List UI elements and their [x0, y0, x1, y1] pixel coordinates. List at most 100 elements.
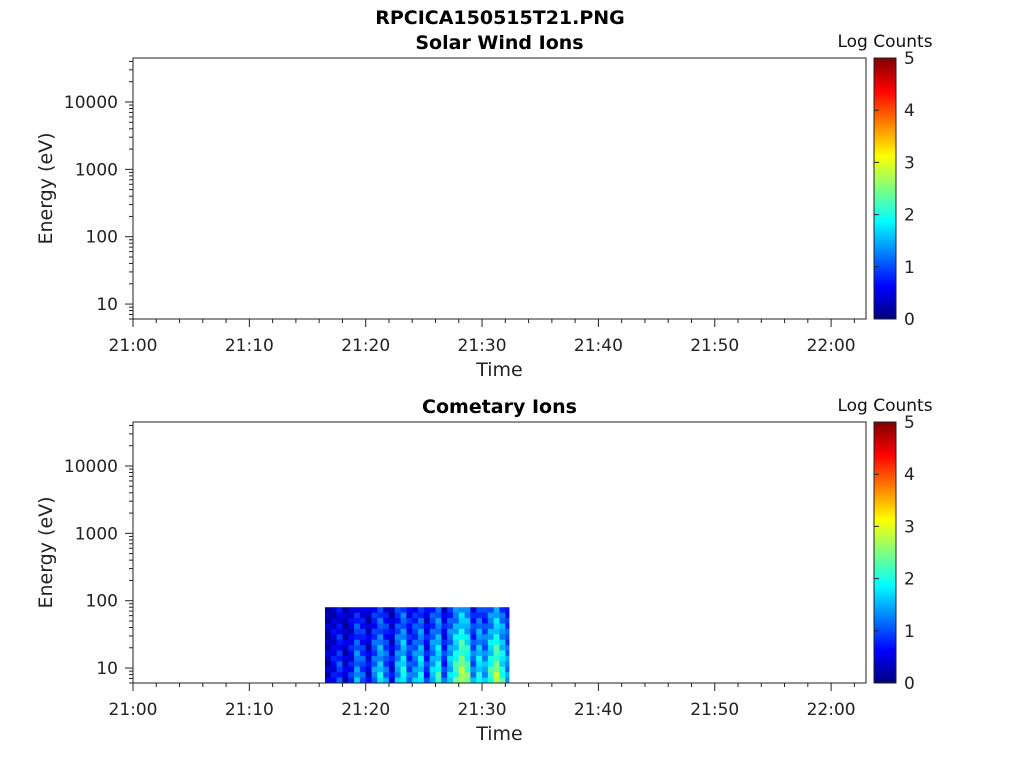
plot-frame [132, 57, 867, 320]
heatmap-cell [412, 628, 419, 635]
heatmap-cell [423, 672, 431, 679]
heatmap-cell [429, 623, 437, 630]
heatmap-cell [406, 612, 413, 619]
heatmap-cell [336, 628, 344, 635]
heatmap-cell [412, 645, 419, 652]
heatmap-cell [499, 628, 506, 635]
colorbar-tick-label: 1 [904, 622, 915, 642]
heatmap-cell [458, 677, 466, 683]
heatmap-cell [447, 639, 454, 646]
heatmap-cell [435, 634, 442, 641]
heatmap-cell [505, 628, 510, 635]
heatmap-cell [388, 661, 396, 668]
heatmap-cell [464, 612, 472, 619]
heatmap-cell [406, 650, 413, 657]
heatmap-cell [412, 623, 419, 630]
heatmap-cell [470, 623, 477, 630]
heatmap-cell [429, 672, 437, 679]
heatmap-cell [371, 607, 378, 614]
heatmap-cell [418, 650, 425, 657]
heatmap-cell [458, 645, 466, 652]
heatmap-cell [487, 612, 495, 619]
heatmap-cell [336, 666, 344, 673]
heatmap-cell [482, 623, 489, 630]
heatmap-cell [482, 650, 489, 657]
heatmap-cell [452, 628, 460, 635]
heatmap-cell [354, 639, 361, 646]
heatmap-cell [383, 607, 390, 614]
heatmap-cell [359, 628, 367, 635]
heatmap-cell [452, 655, 460, 662]
heatmap-cell [447, 634, 454, 641]
heatmap-cell [505, 661, 510, 668]
heatmap-cell [418, 666, 425, 673]
heatmap-cell [406, 623, 413, 630]
plot-frame [132, 421, 867, 684]
heatmap-cell [487, 661, 495, 668]
heatmap-cell [493, 672, 501, 679]
heatmap-cell [342, 655, 349, 662]
heatmap-cell [383, 661, 390, 668]
heatmap-cell [348, 607, 355, 614]
heatmap-cell [330, 628, 338, 635]
heatmap-cell [493, 645, 501, 652]
heatmap-cell [435, 645, 442, 652]
heatmap-cell [359, 672, 367, 679]
heatmap-cell [336, 672, 344, 679]
x-tick-label: 21:10 [225, 336, 274, 356]
colorbar-tick-label: 4 [904, 101, 915, 121]
heatmap-cell [452, 634, 460, 641]
colorbar-tick-label: 2 [904, 206, 915, 226]
heatmap-cell [429, 628, 437, 635]
heatmap-cell [394, 634, 402, 641]
heatmap-cell [365, 618, 373, 625]
heatmap-cell [400, 661, 408, 668]
heatmap-cell [505, 607, 510, 614]
heatmap-cell [470, 650, 477, 657]
heatmap-cell [400, 607, 408, 614]
heatmap-cell [324, 628, 332, 635]
heatmap-cell [354, 650, 361, 657]
heatmap-cell [464, 677, 472, 683]
heatmap-cell [447, 628, 454, 635]
heatmap-cell [377, 650, 384, 657]
heatmap-cell [435, 677, 442, 683]
heatmap-cell [412, 650, 419, 657]
heatmap-cell [499, 634, 506, 641]
heatmap-cell [435, 666, 442, 673]
heatmap-cell [342, 628, 349, 635]
heatmap-cell [447, 650, 454, 657]
heatmap-cell [458, 607, 466, 614]
heatmap-cell [371, 612, 378, 619]
heatmap-cell [429, 645, 437, 652]
heatmap-cell [394, 607, 402, 614]
colorbar-tick-label: 3 [904, 153, 915, 173]
heatmap-cell [330, 634, 338, 641]
heatmap-cell [365, 661, 373, 668]
heatmap-cell [348, 661, 355, 668]
heatmap-cell [394, 677, 402, 683]
heatmap-cell [493, 628, 501, 635]
heatmap-cell [470, 634, 477, 641]
heatmap-cell [371, 628, 378, 635]
x-tick-label: 21:30 [458, 700, 507, 720]
heatmap-cell [400, 666, 408, 673]
heatmap-cell [423, 639, 431, 646]
heatmap-cell [476, 639, 483, 646]
heatmap-cell [377, 645, 384, 652]
heatmap-cell [371, 623, 378, 630]
heatmap-cell [441, 677, 448, 683]
heatmap-cell [406, 634, 413, 641]
heatmap-cell [324, 634, 332, 641]
heatmap-cell [458, 650, 466, 657]
heatmap-cell [406, 666, 413, 673]
colorbar-tick-label: 5 [904, 49, 915, 69]
heatmap-cell [388, 655, 396, 662]
heatmap-cell [348, 666, 355, 673]
heatmap-cell [365, 612, 373, 619]
heatmap-cell [435, 618, 442, 625]
heatmap-cell [447, 666, 454, 673]
heatmap-cell [342, 645, 349, 652]
heatmap-cell [482, 677, 489, 683]
heatmap-cell [406, 661, 413, 668]
